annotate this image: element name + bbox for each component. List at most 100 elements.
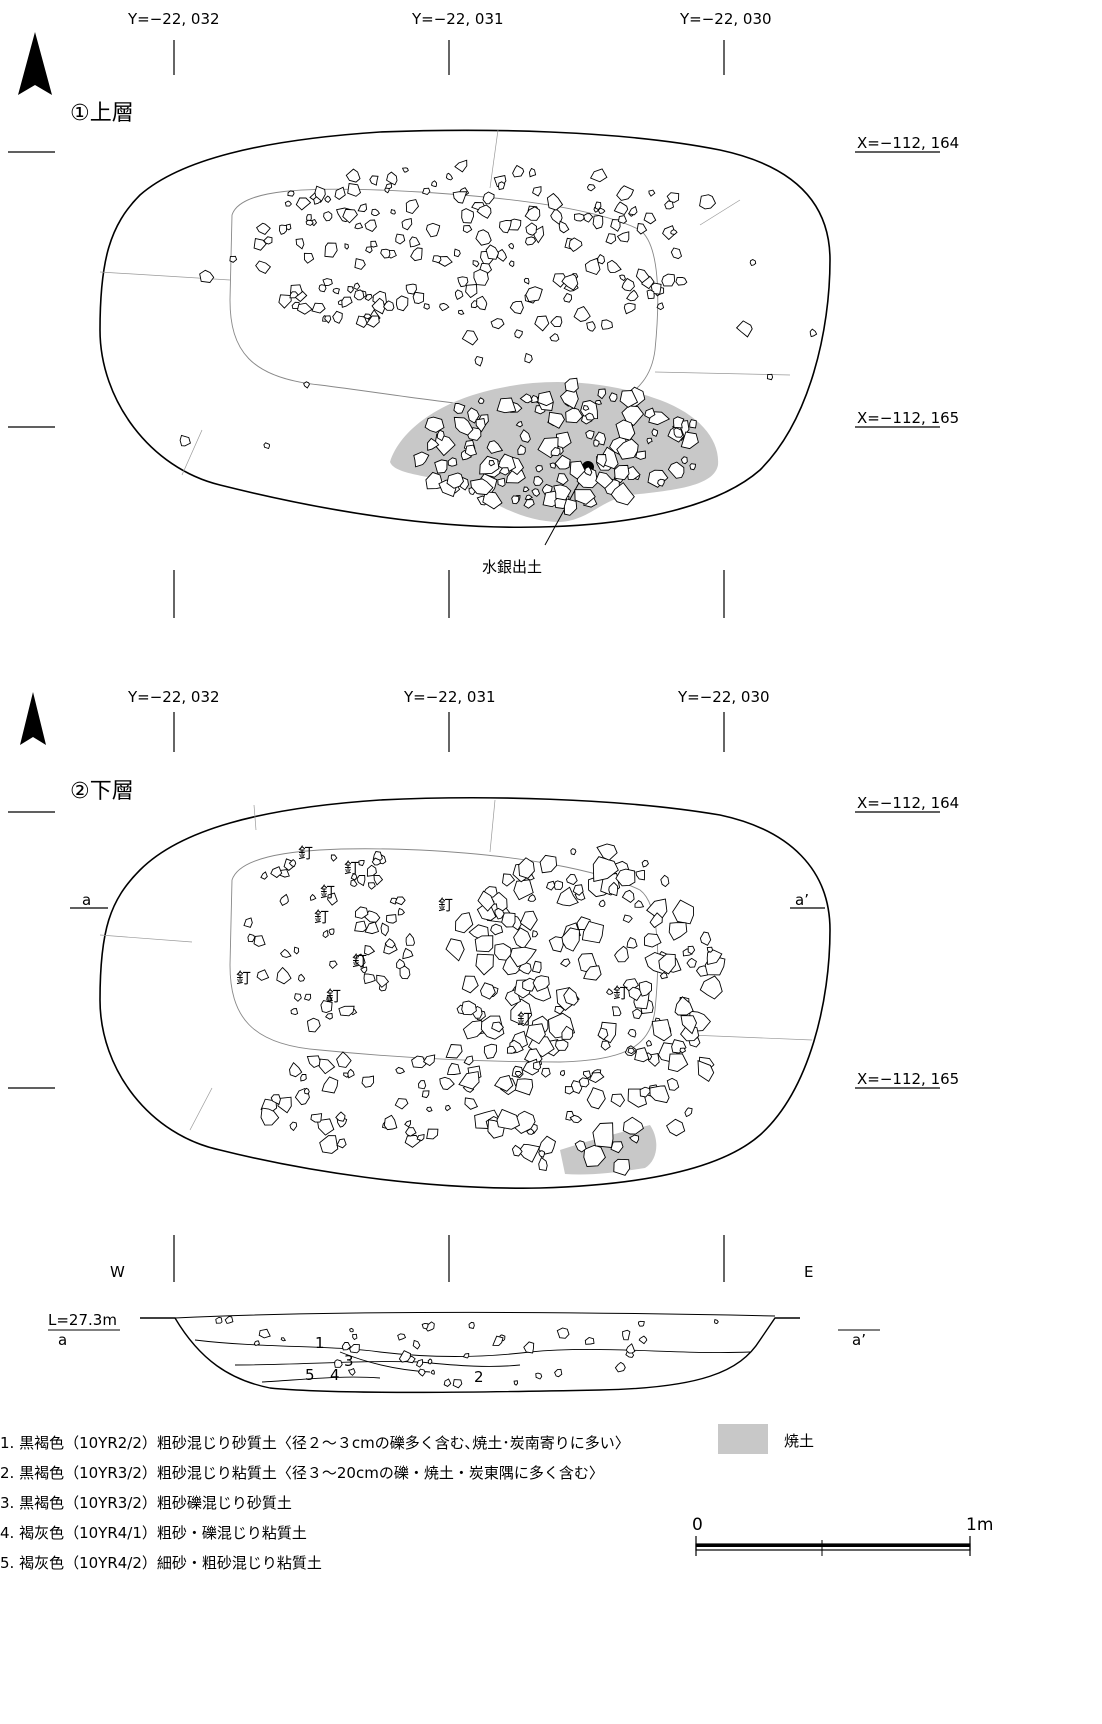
lower-plan-title: ②下層 [70, 779, 134, 804]
stone [497, 477, 506, 488]
stone [573, 306, 591, 322]
stone [303, 252, 315, 264]
stone [714, 1319, 719, 1325]
stone [532, 930, 539, 938]
stone [432, 255, 442, 264]
stone [364, 921, 380, 935]
stone [332, 310, 343, 324]
stone [635, 268, 650, 284]
stone [465, 284, 478, 299]
stone [401, 167, 409, 173]
stone [556, 886, 579, 907]
stone [563, 986, 579, 1006]
stone [347, 286, 354, 294]
stone [364, 293, 373, 302]
stone [397, 907, 406, 916]
stone [518, 857, 535, 879]
stone [356, 875, 366, 887]
stone [439, 1076, 455, 1090]
stone [364, 219, 377, 232]
stone [361, 1075, 375, 1088]
stone [706, 949, 723, 966]
stone [522, 486, 530, 493]
stone [619, 390, 639, 408]
stone [648, 189, 656, 197]
stone [371, 297, 386, 315]
stone [294, 993, 302, 1002]
nail-label: 釘 [298, 844, 313, 862]
stone [553, 880, 563, 890]
stone [506, 1045, 517, 1054]
stone [523, 499, 535, 509]
lower-y-label-1: Y=−22, 032 [127, 688, 220, 706]
stone [310, 1113, 323, 1123]
stone [584, 257, 601, 276]
stone [534, 315, 550, 332]
stone [412, 291, 425, 304]
lower-x-label-1: X=−112, 164 [857, 794, 959, 812]
stone [358, 859, 365, 867]
stone [634, 900, 645, 908]
stone [574, 1140, 587, 1153]
stone [290, 1008, 299, 1015]
stone [270, 1094, 281, 1105]
stone [341, 296, 353, 308]
section-surface [140, 1317, 800, 1394]
stone [670, 229, 678, 235]
stone [667, 461, 685, 479]
stone [538, 1135, 557, 1155]
section-east: E [804, 1263, 813, 1281]
stone [422, 187, 431, 196]
stone [622, 1116, 644, 1135]
stone [464, 1097, 479, 1110]
stone [522, 977, 536, 992]
stone [569, 460, 586, 480]
stone [538, 1156, 548, 1172]
stone [475, 229, 492, 246]
stone [666, 1077, 680, 1091]
stone [446, 1062, 461, 1075]
stone [476, 204, 492, 219]
stone [550, 446, 561, 457]
stone [363, 973, 376, 985]
stone [499, 219, 512, 234]
stone [418, 1080, 427, 1090]
section-layer-5: 5 [305, 1366, 315, 1384]
stone [644, 407, 656, 419]
stone [510, 998, 533, 1027]
stone [535, 1372, 543, 1380]
stone [342, 208, 358, 224]
stone [473, 269, 489, 286]
stone [513, 927, 532, 950]
stone [320, 1000, 333, 1013]
stone [303, 381, 310, 389]
legend-layer-1: 1. 黒褐色（10YR2/2）粗砂混じり砂質土〈径２〜３cmの礫多く含む､焼土･… [0, 1434, 630, 1452]
section-profile: W E L=27.3m a a’ 1 2 3 4 5 [48, 1263, 880, 1394]
stone [438, 256, 453, 267]
stone [179, 434, 191, 447]
stone [539, 854, 558, 874]
stone [305, 219, 314, 226]
stone [574, 213, 585, 222]
stone [586, 1087, 606, 1110]
stone [464, 444, 478, 457]
section-layer-1: 1 [315, 1334, 325, 1352]
stone [680, 431, 699, 450]
stone [554, 1005, 565, 1015]
stone [644, 933, 662, 948]
stone [454, 159, 468, 173]
section-mark-right: a’ [852, 1331, 866, 1349]
stone [611, 1006, 622, 1017]
stone [699, 975, 723, 1000]
stone [569, 1114, 583, 1124]
stone [617, 215, 628, 224]
stone [255, 222, 271, 235]
stone [427, 1358, 433, 1365]
stone [662, 225, 676, 241]
stone [647, 469, 669, 488]
stone [410, 247, 423, 262]
stone [383, 1114, 398, 1131]
stone [594, 399, 603, 405]
stone [584, 1337, 595, 1345]
stone [496, 1108, 521, 1130]
